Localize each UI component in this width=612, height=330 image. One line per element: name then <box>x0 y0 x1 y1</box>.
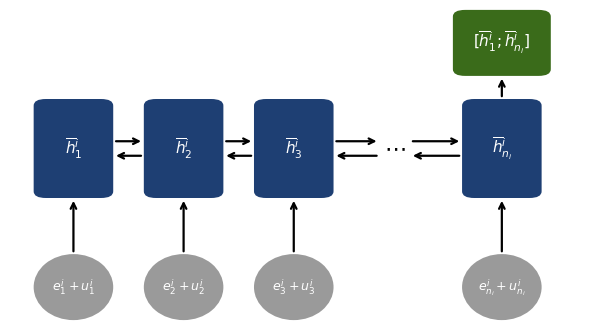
Text: $e^{i}_{1}+u^{i}_{1}$: $e^{i}_{1}+u^{i}_{1}$ <box>51 278 95 297</box>
FancyBboxPatch shape <box>34 99 113 198</box>
Text: $e^{i}_{2}+u^{i}_{2}$: $e^{i}_{2}+u^{i}_{2}$ <box>162 278 206 297</box>
FancyBboxPatch shape <box>144 99 223 198</box>
Text: $\overline{h}^{i}_{3}$: $\overline{h}^{i}_{3}$ <box>285 136 302 161</box>
Ellipse shape <box>34 254 113 320</box>
Text: $[\overline{h}^{i}_{1};\overline{h}^{i}_{n_i}]$: $[\overline{h}^{i}_{1};\overline{h}^{i}_… <box>473 30 531 56</box>
FancyBboxPatch shape <box>462 99 542 198</box>
Text: $\overline{h}^{i}_{1}$: $\overline{h}^{i}_{1}$ <box>65 136 82 161</box>
Text: $e^{i}_{n_i}+u^{i}_{n_i}$: $e^{i}_{n_i}+u^{i}_{n_i}$ <box>478 277 526 298</box>
Text: $\cdots$: $\cdots$ <box>384 139 406 158</box>
Text: $e^{i}_{3}+u^{i}_{3}$: $e^{i}_{3}+u^{i}_{3}$ <box>272 278 316 297</box>
Ellipse shape <box>254 254 334 320</box>
Ellipse shape <box>462 254 542 320</box>
FancyBboxPatch shape <box>453 10 551 76</box>
Text: $\overline{h}^{i}_{2}$: $\overline{h}^{i}_{2}$ <box>175 136 192 161</box>
Text: $\overline{h}^{i}_{n_i}$: $\overline{h}^{i}_{n_i}$ <box>491 135 512 162</box>
FancyBboxPatch shape <box>254 99 334 198</box>
Ellipse shape <box>144 254 223 320</box>
